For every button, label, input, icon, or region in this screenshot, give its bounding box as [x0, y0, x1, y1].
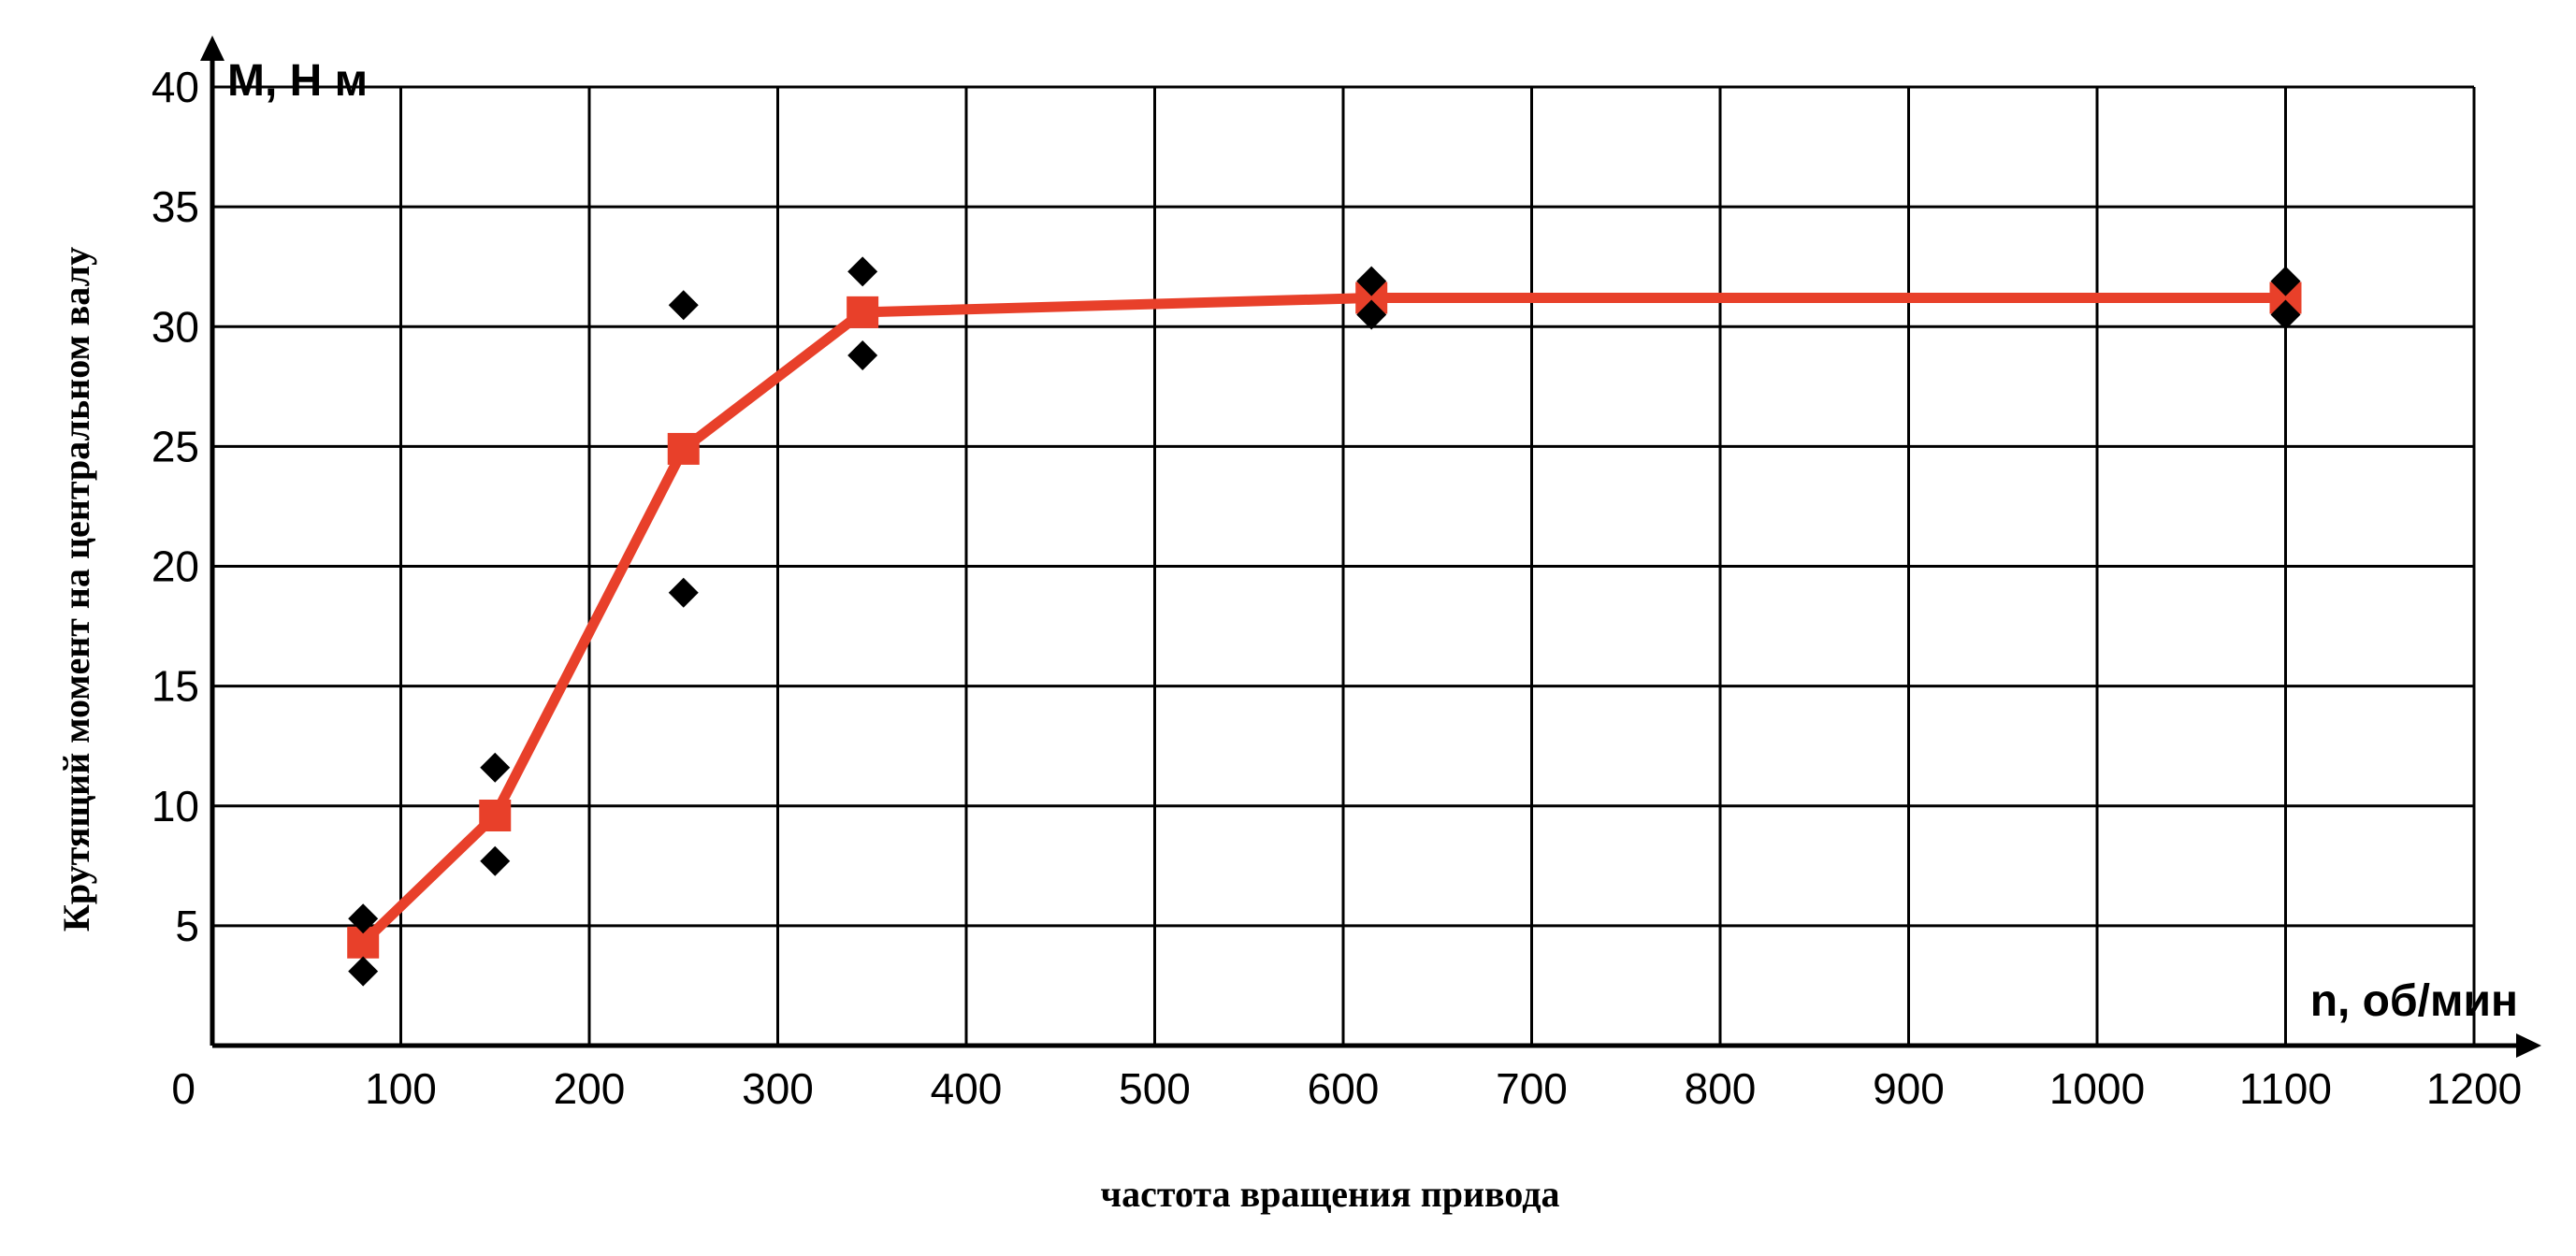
x-axis-unit-label: n, об/мин	[2310, 976, 2518, 1026]
x-tick-label: 700	[1496, 1064, 1568, 1113]
diamond-marker	[847, 340, 878, 370]
diamond-marker	[480, 845, 511, 876]
y-tick-label: 25	[152, 422, 199, 470]
square-marker	[667, 432, 700, 465]
y-axis-title: Крутящий момент на центральном валу	[55, 247, 97, 931]
diamond-marker	[480, 752, 511, 783]
x-tick-label: 400	[931, 1064, 1003, 1113]
x-tick-label: 1200	[2426, 1064, 2522, 1113]
square-marker	[847, 296, 879, 328]
x-tick-label: 1000	[2049, 1064, 2145, 1113]
diamond-marker	[847, 256, 878, 287]
x-axis-title: частота вращения привода	[1101, 1173, 1560, 1215]
y-tick-label: 30	[152, 302, 199, 351]
x-axis-arrow	[2516, 1033, 2541, 1058]
series-measured-points	[348, 256, 2301, 987]
axes	[200, 36, 2541, 1058]
diamond-marker	[1356, 266, 1387, 296]
x-tick-label: 500	[1119, 1064, 1191, 1113]
y-tick-label: 10	[152, 782, 199, 830]
x-tick-label: 1100	[2239, 1064, 2332, 1113]
x-tick-label: 300	[742, 1064, 814, 1113]
series	[347, 256, 2302, 987]
diamond-marker	[2270, 266, 2301, 296]
y-tick-label: 40	[152, 63, 199, 111]
y-tick-label: 20	[152, 542, 199, 591]
y-tick-label: 5	[175, 902, 199, 950]
diamond-marker	[348, 903, 379, 934]
square-marker	[479, 800, 512, 831]
x-tick-label: 100	[365, 1064, 437, 1113]
x-tick-label: 900	[1873, 1064, 1945, 1113]
y-axis-unit-label: M, Н м	[227, 56, 368, 106]
diamond-marker	[2270, 299, 2301, 330]
series-line	[359, 293, 2286, 946]
diamond-marker	[348, 956, 379, 987]
x-tick-label: 600	[1308, 1064, 1380, 1113]
diamond-marker	[1356, 299, 1387, 330]
x-tick-label: 800	[1685, 1064, 1757, 1113]
diamond-marker	[668, 290, 699, 321]
x-tick-label: 0	[171, 1064, 195, 1113]
grid	[212, 85, 2476, 1046]
y-tick-label: 15	[152, 662, 199, 711]
diamond-marker	[668, 577, 699, 608]
y-tick-label: 35	[152, 182, 199, 231]
x-tick-label: 200	[554, 1064, 626, 1113]
series-average-line	[347, 282, 2302, 959]
tick-labels: 0 100 200 300 400 500 600 700 800 900 1000 1100 1200…	[152, 63, 2522, 1113]
y-axis-arrow	[200, 36, 224, 61]
